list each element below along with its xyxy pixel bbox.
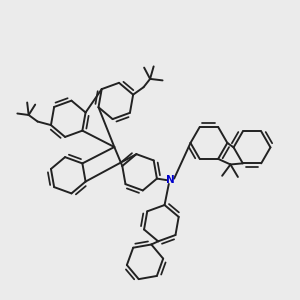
Text: N: N [166,175,175,185]
